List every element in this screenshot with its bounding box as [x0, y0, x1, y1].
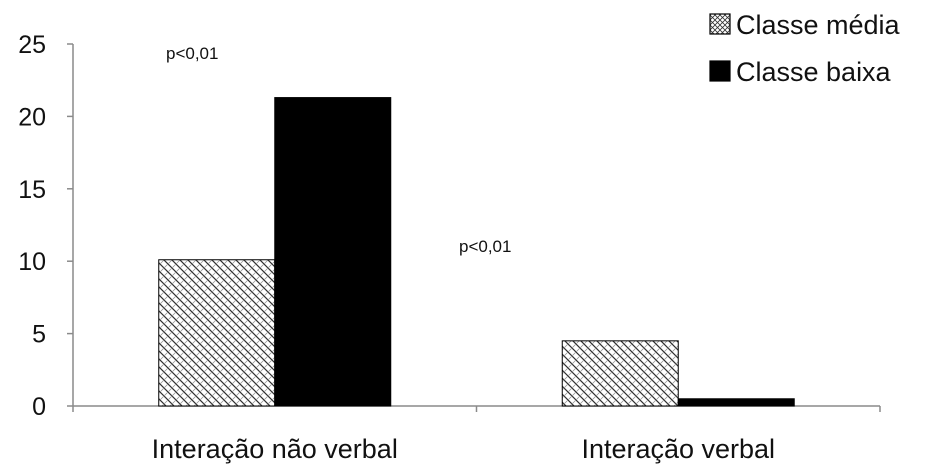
legend-label: Classe média — [736, 10, 901, 40]
legend-swatch — [709, 13, 731, 35]
x-axis-categories: Interação não verbal Interação verbal — [152, 434, 775, 464]
bar-classe-media — [158, 259, 276, 407]
y-tick-label: 0 — [32, 393, 46, 421]
y-tick-label: 25 — [18, 31, 46, 59]
annotations: p<0,01 p<0,01 — [166, 44, 511, 256]
x-category-label: Interação verbal — [581, 434, 775, 464]
x-category-label: Interação não verbal — [152, 434, 398, 464]
y-tick-label: 15 — [18, 176, 46, 204]
y-tick-label: 20 — [18, 103, 46, 131]
bars — [158, 97, 795, 407]
significance-annotation: p<0,01 — [166, 44, 218, 63]
significance-annotation: p<0,01 — [459, 237, 511, 256]
y-tick-label: 5 — [32, 321, 46, 349]
bar-classe-baixa — [677, 398, 795, 407]
bar-classe-media — [561, 340, 679, 407]
legend-swatch — [709, 60, 731, 82]
y-axis-ticks: 0 5 10 15 20 25 — [18, 31, 881, 421]
legend-label: Classe baixa — [736, 57, 892, 87]
bar-classe-baixa — [274, 97, 392, 407]
y-tick-label: 10 — [18, 248, 46, 276]
legend: Classe média Classe baixa — [709, 10, 901, 87]
